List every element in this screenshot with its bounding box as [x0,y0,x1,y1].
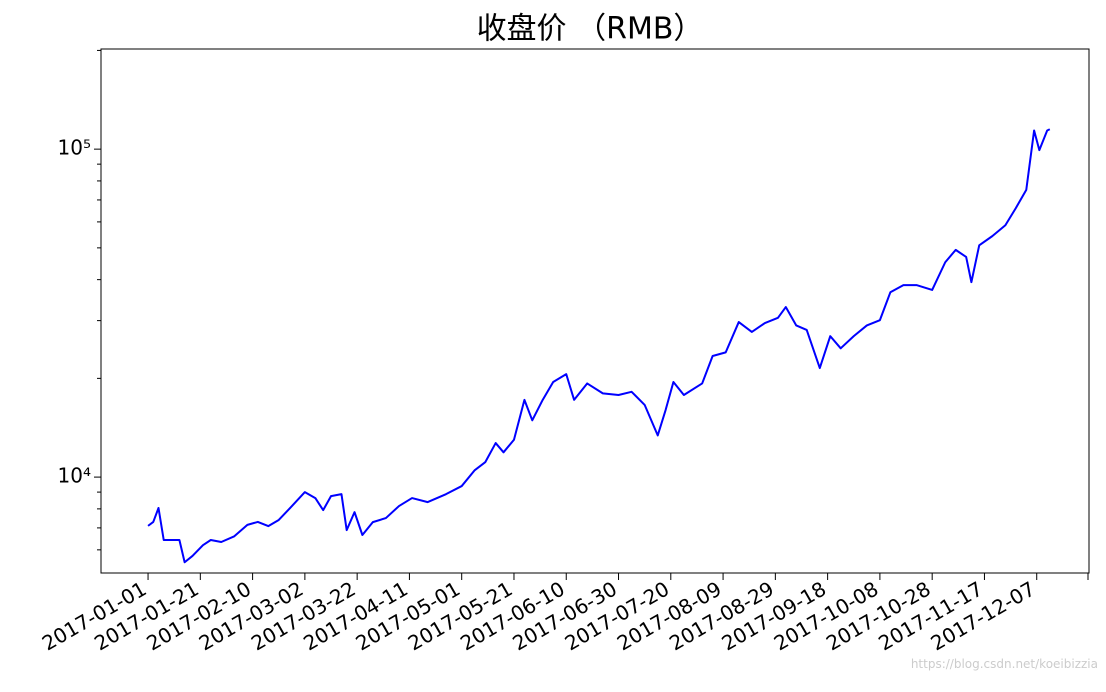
watermark: https://blog.csdn.net/koeibizzia [911,657,1098,671]
y-tick-label: 10⁵ [58,136,91,160]
price-line [147,128,1051,564]
chart-title: 收盘价 （RMB） [477,12,704,47]
plot-frame [100,48,1090,574]
y-tick-label: 10⁴ [58,464,91,488]
